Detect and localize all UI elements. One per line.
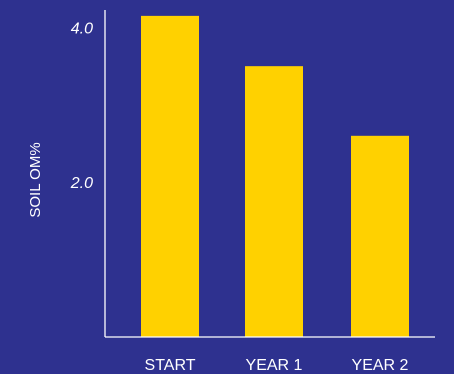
y-tick-label: 4.0 xyxy=(71,20,93,37)
bar-year-1 xyxy=(245,66,303,338)
y-tick-label: 2.0 xyxy=(70,175,93,192)
bar-year-2 xyxy=(351,135,409,337)
x-tick-label: YEAR 2 xyxy=(352,357,409,374)
plot-area: START YEAR 1 YEAR 2 4.0 2.0 xyxy=(70,10,435,374)
x-tick-label: START xyxy=(145,357,196,374)
x-tick-label: YEAR 1 xyxy=(246,357,303,374)
y-axis-title: SOIL OM% xyxy=(27,142,44,217)
bar-start xyxy=(141,15,199,337)
